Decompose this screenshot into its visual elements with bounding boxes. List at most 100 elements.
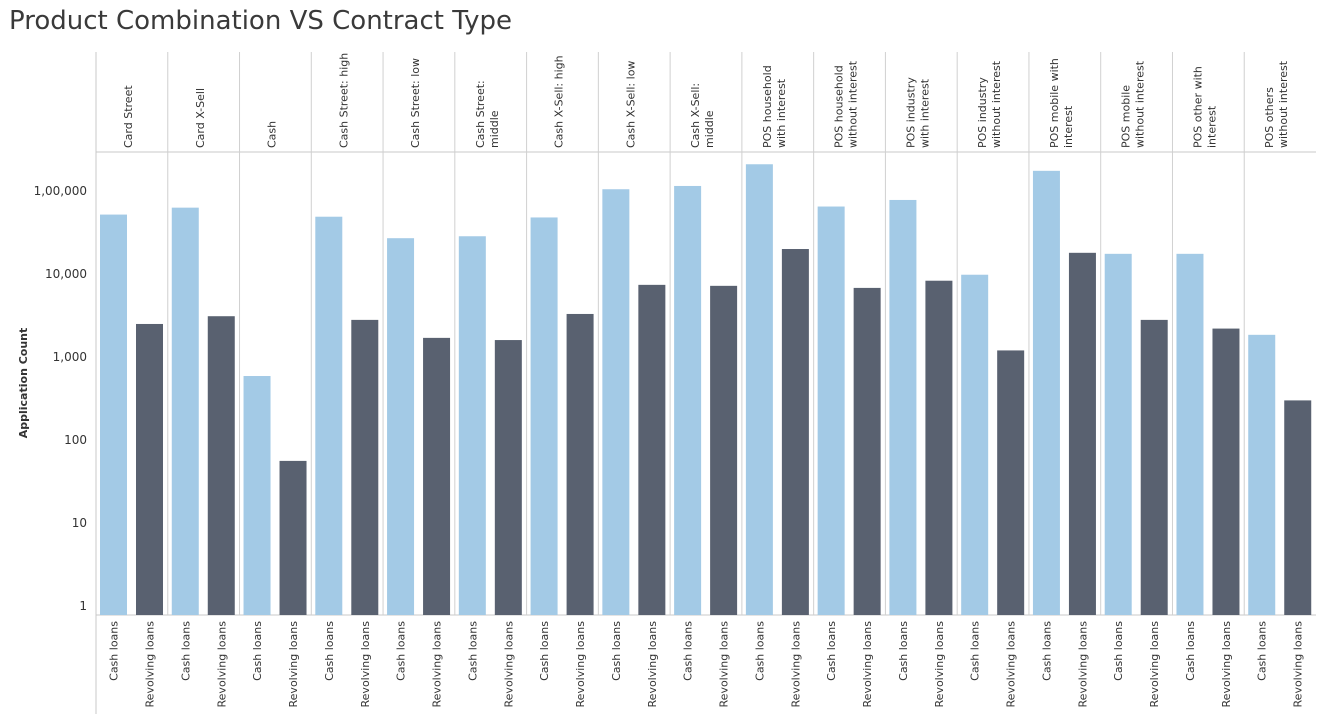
bar-revolving-loans [1284, 400, 1312, 615]
x-tick-label: Cash loans [179, 621, 192, 681]
group-header-label: with interest [918, 78, 931, 148]
group-header-label: POS others [1263, 87, 1276, 148]
bar-cash-loans [889, 199, 917, 615]
bar-revolving-loans [566, 313, 594, 615]
group-header-label: without interest [990, 60, 1003, 148]
x-tick-label: Revolving loans [144, 621, 157, 708]
group-header-label: Card Street [122, 85, 135, 148]
bar-cash-loans [1104, 253, 1132, 616]
x-tick-label: Revolving loans [1005, 621, 1018, 708]
group-header-label: POS industry [976, 77, 989, 148]
y-tick-label: 10 [72, 516, 87, 530]
x-tick-label: Revolving loans [1292, 621, 1305, 708]
bar-revolving-loans [638, 284, 666, 615]
bar-cash-loans [1032, 170, 1060, 616]
bar-cash-loans [458, 236, 486, 616]
x-tick-label: Cash loans [1112, 621, 1125, 681]
bar-revolving-loans [1140, 319, 1168, 615]
x-tick-label: Revolving loans [431, 621, 444, 708]
bar-cash-loans [387, 238, 415, 615]
group-header-label: with interest [775, 78, 788, 148]
group-header-label: Cash Street: low [409, 58, 422, 148]
group-header-label: without interest [847, 60, 860, 148]
x-tick-label: Cash loans [466, 621, 479, 681]
bar-revolving-loans [423, 337, 451, 615]
y-axis-label: Application Count [17, 328, 30, 439]
x-tick-label: Revolving loans [1220, 621, 1233, 708]
group-header-label: middle [488, 110, 501, 148]
bar-revolving-loans [710, 285, 738, 615]
bar-cash-loans [674, 185, 702, 615]
bar-revolving-loans [853, 287, 881, 615]
group-header-label: Cash X-Sell: low [624, 61, 637, 148]
x-tick-label: Revolving loans [215, 621, 228, 708]
y-tick-label: 100 [64, 433, 87, 447]
bar-cash-loans [243, 376, 271, 615]
y-tick-label: 1,000 [53, 350, 87, 364]
bar-revolving-loans [351, 319, 379, 615]
bar-cash-loans [817, 206, 845, 615]
group-header-label: Cash Street: high [337, 53, 350, 148]
group-header-label: Cash X-Sell: [689, 83, 702, 148]
y-tick-label: 10,000 [45, 267, 87, 281]
bar-revolving-loans [925, 280, 953, 615]
group-header-label: without interest [1134, 60, 1147, 148]
y-tick-label: 1 [79, 599, 87, 613]
x-tick-label: Cash loans [825, 621, 838, 681]
bar-revolving-loans [494, 340, 522, 615]
bar-cash-loans [1248, 334, 1276, 615]
group-header-label: Card X-Sell [194, 88, 207, 148]
x-tick-label: Revolving loans [359, 621, 372, 708]
bar-revolving-loans [136, 323, 163, 615]
bar-revolving-loans [1068, 252, 1096, 615]
group-header-label: middle [703, 110, 716, 148]
x-tick-label: Cash loans [251, 621, 264, 681]
x-tick-label: Cash loans [395, 621, 408, 681]
group-header-label: without interest [1277, 60, 1290, 148]
bar-revolving-loans [207, 316, 235, 615]
bar-cash-loans [745, 164, 773, 615]
group-header-label: interest [1062, 105, 1075, 148]
group-header-label: Cash Street: [474, 80, 487, 148]
group-header-label: POS household [833, 65, 846, 148]
bar-cash-loans [602, 189, 630, 616]
group-header-label: Cash X-Sell: high [553, 55, 566, 148]
x-tick-label: Cash loans [969, 621, 982, 681]
bar-cash-loans [315, 216, 343, 615]
group-header-label: Cash [266, 121, 279, 148]
group-header-label: POS industry [904, 77, 917, 148]
group-header-label: POS mobile with [1048, 58, 1061, 148]
x-tick-label: Revolving loans [789, 621, 802, 708]
x-tick-label: Cash loans [610, 621, 623, 681]
x-tick-label: Revolving loans [646, 621, 659, 708]
bar-cash-loans [530, 217, 558, 615]
x-tick-label: Revolving loans [718, 621, 731, 708]
x-tick-label: Cash loans [323, 621, 336, 681]
x-tick-label: Cash loans [1184, 621, 1197, 681]
bar-revolving-loans [279, 460, 307, 615]
bar-cash-loans [171, 207, 199, 616]
x-tick-label: Revolving loans [502, 621, 515, 708]
x-tick-label: Cash loans [753, 621, 766, 681]
bar-cash-loans [961, 274, 989, 615]
x-tick-label: Revolving loans [933, 621, 946, 708]
x-tick-label: Cash loans [538, 621, 551, 681]
x-tick-label: Cash loans [682, 621, 695, 681]
bar-revolving-loans [781, 249, 809, 615]
group-header-label: POS mobile [1120, 85, 1133, 148]
x-tick-label: Revolving loans [1148, 621, 1161, 708]
x-tick-label: Revolving loans [287, 621, 300, 708]
x-tick-label: Revolving loans [861, 621, 874, 708]
group-header-label: POS household [761, 65, 774, 148]
x-tick-label: Cash loans [897, 621, 910, 681]
x-tick-label: Cash loans [108, 621, 121, 681]
bar-revolving-loans [997, 350, 1025, 615]
bar-cash-loans [100, 214, 127, 615]
x-tick-label: Revolving loans [574, 621, 587, 708]
chart-title: Product Combination VS Contract Type [9, 6, 512, 36]
group-header-label: interest [1205, 105, 1218, 148]
x-tick-label: Cash loans [1256, 621, 1269, 681]
x-tick-label: Revolving loans [1076, 621, 1089, 708]
bar-cash-loans [1176, 253, 1204, 616]
